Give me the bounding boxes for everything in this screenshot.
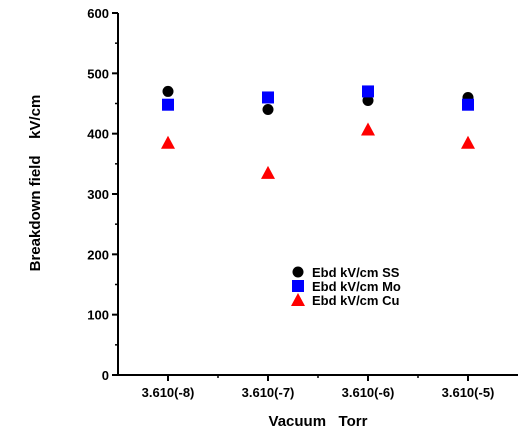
x-axis-title: Vacuum Torr — [269, 413, 368, 430]
legend-label: Ebd kV/cm Cu — [312, 293, 399, 308]
y-tick-label: 400 — [87, 127, 109, 142]
y-tick-label: 300 — [87, 187, 109, 202]
legend-label: Ebd kV/cm SS — [312, 265, 400, 280]
y-axis-title: Breakdown field kV/cm — [27, 95, 44, 272]
y-ticks: 0 100 200 300 400 500 600 — [87, 6, 118, 383]
x-tick-label: 3.610(-7) — [242, 385, 295, 400]
legend-label: Ebd kV/cm Mo — [312, 279, 401, 294]
data-point-triangle — [361, 122, 375, 136]
data-point-square — [362, 85, 374, 98]
data-point-circle — [262, 104, 274, 116]
data-point-triangle — [161, 135, 175, 149]
plot-area — [117, 13, 518, 376]
data-point-square — [462, 98, 474, 111]
y-tick-label: 500 — [87, 66, 109, 81]
y-tick-label: 0 — [102, 368, 109, 383]
data-point-triangle — [461, 135, 475, 149]
legend-marker-triangle — [291, 293, 305, 306]
x-ticks: 3.610(-8) 3.610(-7) 3.610(-6) 3.610(-5) — [142, 375, 495, 400]
data-point-circle — [162, 85, 174, 97]
data-points — [161, 85, 475, 179]
data-point-square — [162, 98, 174, 111]
data-point-square — [262, 91, 274, 104]
y-tick-label: 200 — [87, 247, 109, 262]
x-tick-label: 3.610(-6) — [342, 385, 395, 400]
data-point-triangle — [261, 165, 275, 179]
legend-marker-square — [292, 280, 304, 292]
data-point-circle — [362, 94, 374, 106]
x-tick-label: 3.610(-5) — [442, 385, 495, 400]
y-tick-label: 100 — [87, 308, 109, 323]
y-tick-label: 600 — [87, 6, 109, 21]
x-tick-label: 3.610(-8) — [142, 385, 195, 400]
legend-marker-circle — [292, 266, 304, 278]
